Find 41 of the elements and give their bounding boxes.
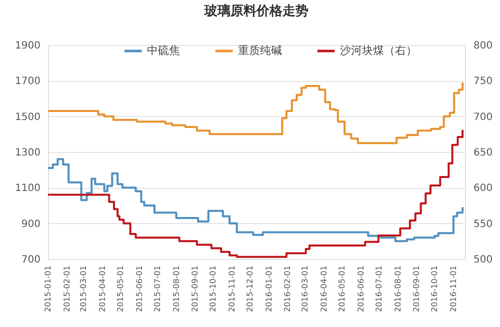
legend-label: 重质纯碱 xyxy=(238,44,282,57)
y2-tick-label: 750 xyxy=(474,76,493,88)
x-tick-label: 2016-03-01 xyxy=(300,266,310,312)
y-tick-label: 1700 xyxy=(15,76,40,88)
x-tick-label: 2015-12-01 xyxy=(246,266,255,312)
y2-tick-label: 650 xyxy=(474,148,493,158)
x-tick-label: 2016-09-01 xyxy=(412,266,422,312)
x-tick-label: 2015-05-01 xyxy=(116,266,126,312)
x-tick-label: 2016-06-01 xyxy=(356,266,366,312)
x-tick-label: 2015-03-01 xyxy=(79,266,88,312)
chart-title: 玻璃原料价格走势 xyxy=(204,3,308,19)
x-tick-label: 2015-08-01 xyxy=(172,266,181,312)
x-tick-label: 2016-05-01 xyxy=(338,266,347,312)
y-tick-label: 1300 xyxy=(15,148,40,158)
y-tick-label: 1100 xyxy=(15,183,40,194)
x-tick-label: 2016-01-01 xyxy=(264,266,274,312)
legend-label: 沙河块煤（右） xyxy=(340,44,418,57)
x-tick-label: 2015-09-01 xyxy=(190,266,200,312)
legend-label: 中硫焦 xyxy=(147,44,180,57)
y2-tick-label: 550 xyxy=(474,218,493,230)
x-tick-label: 2016-07-01 xyxy=(374,266,384,312)
y2-tick-label: 800 xyxy=(474,40,493,52)
y2-tick-label: 700 xyxy=(474,112,493,123)
x-tick-label: 2015-06-01 xyxy=(134,266,144,312)
y-tick-label: 700 xyxy=(21,254,40,266)
x-tick-label: 2015-04-01 xyxy=(98,266,107,312)
x-tick-label: 2016-02-01 xyxy=(283,266,292,312)
x-tick-label: 2015-11-01 xyxy=(227,266,236,312)
y-tick-label: 1500 xyxy=(15,112,40,123)
x-tick-label: 2015-02-01 xyxy=(62,266,72,312)
y2-tick-label: 600 xyxy=(474,183,493,194)
x-tick-label: 2016-11-01 xyxy=(449,266,458,312)
y2-tick-label: 500 xyxy=(474,254,493,266)
x-tick-label: 2015-07-01 xyxy=(153,266,162,312)
x-tick-label: 2016-04-01 xyxy=(319,266,328,312)
y-tick-label: 1900 xyxy=(15,40,40,52)
x-tick-label: 2016-10-01 xyxy=(430,266,440,312)
y-tick-label: 900 xyxy=(21,218,40,230)
x-tick-label: 2016-08-01 xyxy=(393,266,402,312)
x-tick-label: 2015-01-01 xyxy=(44,266,52,312)
x-tick-label: 2015-10-01 xyxy=(208,266,218,312)
